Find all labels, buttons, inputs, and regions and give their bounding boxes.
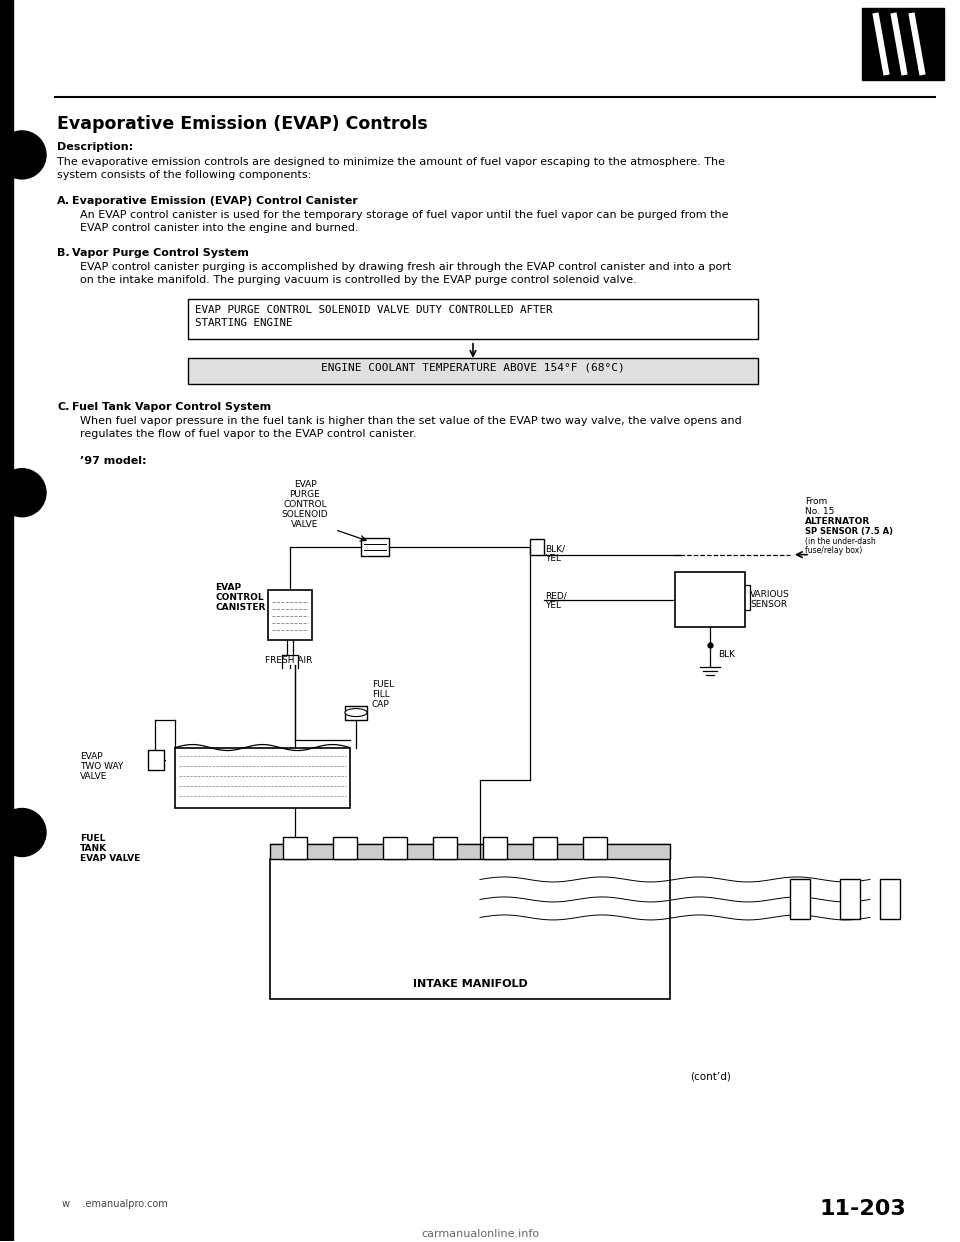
Text: PURGE: PURGE <box>290 489 321 499</box>
Text: CONTROL: CONTROL <box>283 499 326 509</box>
Text: ENGINE COOLANT TEMPERATURE ABOVE 154°F (68°C): ENGINE COOLANT TEMPERATURE ABOVE 154°F (… <box>322 363 625 373</box>
Text: EVAP VALVE: EVAP VALVE <box>80 854 140 863</box>
Text: CONTROL: CONTROL <box>215 592 264 601</box>
Bar <box>188 358 758 384</box>
Text: FRESH AIR: FRESH AIR <box>265 656 312 664</box>
Bar <box>530 539 544 555</box>
Text: BLK/: BLK/ <box>545 545 565 554</box>
Text: ’97 model:: ’97 model: <box>80 456 147 466</box>
Text: Evaporative Emission (EVAP) Controls: Evaporative Emission (EVAP) Controls <box>57 116 428 133</box>
Bar <box>880 879 900 919</box>
Text: EVAP: EVAP <box>215 582 241 591</box>
Text: VALVE: VALVE <box>291 519 319 529</box>
Text: Evaporative Emission (EVAP) Control Canister: Evaporative Emission (EVAP) Control Cani… <box>72 196 358 206</box>
Text: fuse/relay box): fuse/relay box) <box>805 545 862 555</box>
Text: (in the under-dash: (in the under-dash <box>805 537 876 545</box>
Text: ALTERNATOR: ALTERNATOR <box>805 517 871 525</box>
Text: TANK: TANK <box>80 845 108 853</box>
Text: C.: C. <box>57 401 69 412</box>
Text: Description:: Description: <box>57 142 133 152</box>
Text: 11-203: 11-203 <box>820 1200 907 1220</box>
Bar <box>433 837 457 859</box>
Text: RED/: RED/ <box>545 591 566 601</box>
Text: No. 15: No. 15 <box>805 507 834 515</box>
Text: VALVE: VALVE <box>80 771 108 780</box>
Text: STARTING ENGINE: STARTING ENGINE <box>195 318 293 328</box>
Text: BLK: BLK <box>718 650 735 658</box>
Text: FUEL: FUEL <box>80 835 106 843</box>
Bar <box>268 590 312 640</box>
Text: YEL: YEL <box>545 554 561 563</box>
Text: FUEL: FUEL <box>372 679 395 688</box>
Bar <box>333 837 357 859</box>
Text: INTAKE MANIFOLD: INTAKE MANIFOLD <box>413 980 527 990</box>
Text: SENSOR: SENSOR <box>750 600 787 609</box>
Bar <box>188 299 758 339</box>
Bar <box>270 859 670 1000</box>
Bar <box>148 749 164 770</box>
Circle shape <box>0 468 46 517</box>
Text: When fuel vapor pressure in the fuel tank is higher than the set value of the EV: When fuel vapor pressure in the fuel tan… <box>80 416 742 438</box>
Bar <box>383 837 407 859</box>
Bar <box>862 7 944 79</box>
Text: EVAP PURGE CONTROL SOLENOID VALVE DUTY CONTROLLED AFTER: EVAP PURGE CONTROL SOLENOID VALVE DUTY C… <box>195 304 553 314</box>
Ellipse shape <box>345 709 367 717</box>
Text: FUEL TANK: FUEL TANK <box>232 777 293 787</box>
Text: VARIOUS: VARIOUS <box>750 590 790 599</box>
Text: An EVAP control canister is used for the temporary storage of fuel vapor until t: An EVAP control canister is used for the… <box>80 210 729 233</box>
Text: B.: B. <box>57 248 70 258</box>
Text: EVAP control canister purging is accomplished by drawing fresh air through the E: EVAP control canister purging is accompl… <box>80 262 732 286</box>
Circle shape <box>0 809 46 857</box>
Text: Vapor Purge Control System: Vapor Purge Control System <box>72 248 249 258</box>
Text: SP SENSOR (7.5 A): SP SENSOR (7.5 A) <box>805 527 893 535</box>
Text: carmanualonline.info: carmanualonline.info <box>420 1230 540 1240</box>
Text: CAP: CAP <box>372 699 390 709</box>
Bar <box>533 837 557 859</box>
Text: EVAP: EVAP <box>80 751 103 760</box>
Text: w    .emanualpro.com: w .emanualpro.com <box>62 1200 168 1210</box>
Bar <box>790 879 810 919</box>
Bar <box>0 0 13 1241</box>
Text: Fuel Tank Vapor Control System: Fuel Tank Vapor Control System <box>72 401 271 412</box>
Bar <box>175 748 350 807</box>
Text: FILL: FILL <box>372 689 390 698</box>
Text: PCM: PCM <box>695 591 726 605</box>
Bar <box>270 845 670 859</box>
Text: (cont’d): (cont’d) <box>690 1072 731 1082</box>
Text: TWO WAY: TWO WAY <box>80 761 123 770</box>
Text: A.: A. <box>57 196 70 206</box>
Text: The evaporative emission controls are designed to minimize the amount of fuel va: The evaporative emission controls are de… <box>57 156 725 180</box>
Text: SOLENOID: SOLENOID <box>281 509 328 519</box>
Bar <box>840 879 860 919</box>
Text: CANISTER: CANISTER <box>215 602 265 611</box>
Text: EVAP: EVAP <box>294 479 316 488</box>
Bar <box>283 837 307 859</box>
Bar <box>345 705 367 719</box>
Text: From: From <box>805 497 828 505</box>
Bar <box>361 538 389 555</box>
Text: YEL: YEL <box>545 601 561 610</box>
Bar <box>583 837 607 859</box>
Bar <box>483 837 507 859</box>
Bar <box>675 571 745 627</box>
Circle shape <box>0 130 46 179</box>
